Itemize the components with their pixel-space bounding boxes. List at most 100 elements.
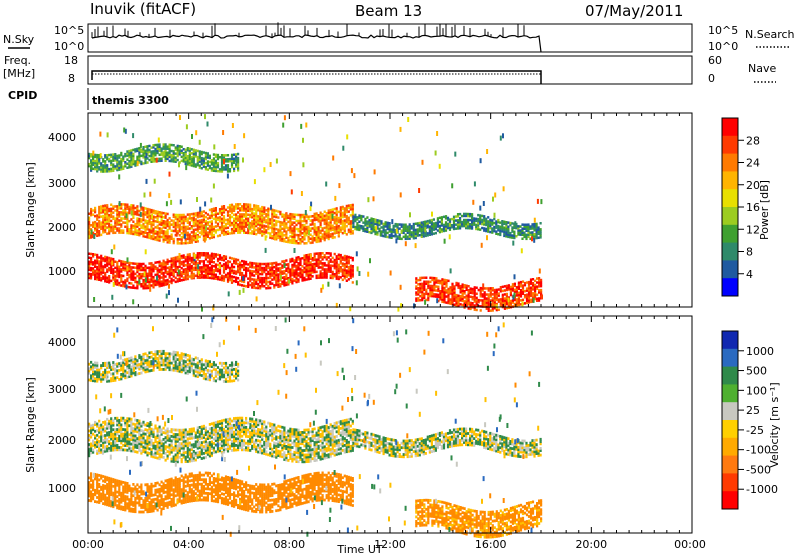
scatter-cell — [118, 160, 120, 163]
scatter-cell — [320, 270, 322, 273]
scatter-cell — [96, 154, 98, 157]
scatter-cell — [352, 265, 354, 268]
scatter-cell — [225, 262, 227, 265]
scatter-cell — [393, 225, 395, 228]
scatter-cell — [161, 236, 163, 239]
scatter-cell — [387, 232, 389, 235]
scatter-cell — [265, 248, 267, 253]
scatter-cell — [239, 203, 241, 206]
scatter-cell — [98, 166, 100, 169]
scatter-cell — [114, 275, 116, 278]
scatter-cell — [233, 276, 235, 279]
scatter-cell — [433, 222, 435, 225]
scatter-cell — [227, 154, 229, 157]
scatter-cell — [150, 262, 152, 265]
scatter-cell — [282, 123, 284, 128]
scatter-cell — [455, 223, 457, 226]
scatter-cell — [225, 223, 227, 226]
scatter-cell — [245, 203, 247, 206]
scatter-cell — [132, 153, 134, 156]
scatter-cell — [287, 221, 289, 224]
scatter-cell — [342, 256, 344, 259]
scatter-cell — [437, 229, 439, 232]
scatter-cell — [229, 261, 231, 264]
scatter-cell — [118, 260, 120, 263]
scatter-cell — [512, 299, 514, 302]
scatter-cell — [478, 299, 480, 302]
scatter-cell — [128, 424, 130, 427]
scatter-cell — [439, 280, 441, 283]
scatter-cell — [175, 281, 177, 284]
scatter-cell — [431, 277, 433, 280]
scatter-cell — [185, 216, 187, 219]
scatter-cell — [492, 197, 494, 202]
scatter-cell — [536, 285, 538, 288]
scatter-cell — [241, 213, 243, 216]
scatter-cell — [267, 263, 269, 266]
scatter-cell — [257, 263, 259, 266]
scatter-cell — [124, 222, 126, 225]
scatter-cell — [455, 215, 457, 218]
scatter-cell — [455, 227, 457, 230]
scatter-cell — [171, 144, 173, 147]
scatter-cell — [482, 283, 484, 288]
noise-right-tick-top: 10^5 — [708, 24, 738, 37]
scatter-cell — [502, 290, 504, 293]
scatter-cell — [221, 265, 223, 268]
scatter-cell — [138, 263, 140, 266]
scatter-cell — [120, 260, 122, 263]
scatter-cell — [233, 280, 235, 283]
scatter-cell — [233, 205, 235, 208]
scatter-cell — [303, 224, 305, 227]
scatter-cell — [274, 236, 276, 241]
scatter-cell — [275, 262, 277, 265]
scatter-cell — [441, 216, 443, 219]
scatter-cell — [348, 210, 350, 213]
scatter-cell — [489, 231, 491, 234]
scatter-cell — [533, 238, 535, 243]
scatter-cell — [199, 260, 201, 263]
scatter-cell — [126, 167, 128, 170]
scatter-cell — [165, 143, 167, 146]
scatter-cell — [213, 208, 215, 211]
scatter-cell — [227, 227, 229, 230]
scatter-cell — [112, 211, 114, 214]
scatter-cell — [372, 218, 374, 221]
scatter-cell — [242, 158, 244, 163]
scatter-cell — [122, 449, 124, 452]
scatter-cell — [107, 132, 109, 137]
scatter-cell — [328, 260, 330, 263]
scatter-cell — [261, 277, 263, 280]
scatter-cell — [436, 298, 438, 303]
scatter-cell — [114, 428, 116, 431]
scatter-cell — [179, 224, 181, 229]
scatter-cell — [113, 245, 115, 250]
scatter-cell — [390, 271, 392, 276]
scatter-cell — [98, 260, 100, 263]
scatter-cell — [166, 294, 168, 299]
scatter-cell — [159, 261, 161, 264]
scatter-cell — [227, 210, 229, 213]
scatter-cell — [217, 276, 219, 279]
scatter-cell — [326, 252, 328, 255]
scatter-cell — [291, 258, 293, 261]
scatter-cell — [130, 262, 132, 265]
scatter-cell — [124, 419, 126, 422]
scatter-cell — [120, 284, 122, 287]
scatter-cell — [201, 167, 203, 170]
scatter-cell — [400, 127, 402, 132]
scatter-cell — [350, 256, 352, 259]
scatter-cell — [425, 289, 427, 292]
scatter-cell — [285, 241, 287, 244]
scatter-cell — [106, 422, 108, 425]
scatter-cell — [267, 232, 269, 235]
scatter-cell — [254, 179, 256, 184]
scatter-cell — [154, 179, 156, 184]
scatter-cell — [149, 192, 151, 197]
scatter-cell — [486, 297, 488, 300]
scatter-cell — [136, 281, 138, 284]
scatter-cell — [415, 285, 417, 288]
scatter-cell — [457, 282, 459, 285]
scatter-cell — [277, 273, 279, 276]
scatter-cell — [94, 221, 96, 224]
